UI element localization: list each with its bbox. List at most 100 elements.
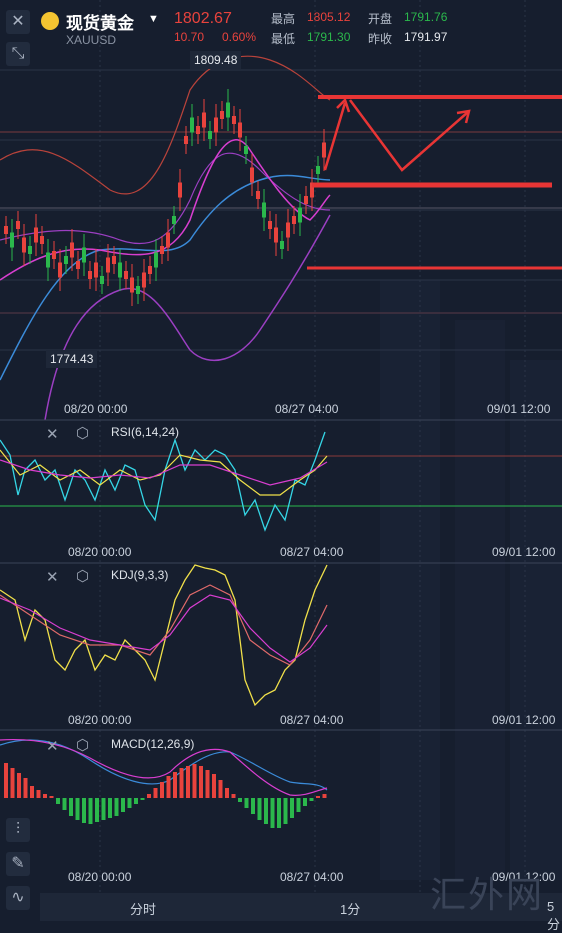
candle-body	[226, 102, 230, 118]
candle-body	[100, 276, 104, 284]
candle-body	[202, 112, 206, 128]
candle-body	[118, 262, 122, 278]
candle-body	[274, 227, 278, 243]
symbol-code: XAUUSD	[66, 33, 117, 47]
close-button[interactable]: ✕	[6, 10, 30, 34]
candle-body	[52, 251, 56, 259]
candle-body	[244, 146, 248, 154]
period-bar	[40, 893, 562, 921]
candle-body	[82, 247, 86, 263]
collapse-icon[interactable]: ⤡	[6, 42, 30, 66]
tab-timeshare[interactable]: 分时	[130, 902, 157, 917]
candle-body	[292, 216, 296, 224]
macd-bar	[296, 798, 301, 812]
chevron-down-icon[interactable]: ▼	[148, 13, 159, 25]
candle-body	[88, 271, 92, 279]
macd-bar	[4, 763, 8, 798]
macd-bar	[17, 773, 21, 798]
macd-bar	[82, 798, 86, 823]
macd-close-icon[interactable]: ✕	[46, 738, 59, 755]
macd-bar	[186, 766, 190, 798]
macd-bar	[75, 798, 80, 820]
open-value: 1791.76	[404, 10, 448, 24]
candle-body	[220, 111, 224, 119]
high-label: 最高	[271, 12, 296, 26]
main-time-label-3: 09/01 12:00	[487, 402, 551, 416]
tab-1min[interactable]: 1分	[340, 902, 361, 917]
candle-body	[16, 221, 20, 229]
candle-body	[136, 286, 140, 294]
macd-bar	[62, 798, 67, 810]
candle-body	[256, 191, 260, 199]
low-label: 最低	[271, 32, 296, 46]
chart-canvas[interactable]	[0, 0, 562, 893]
rsi6-line	[0, 431, 326, 532]
kdj-time-label-2: 08/27 04:00	[280, 713, 344, 727]
kdj-settings-icon[interactable]: ⬡	[76, 568, 90, 585]
rsi-label: RSI(6,14,24)	[111, 425, 180, 439]
candle-body	[208, 131, 212, 139]
chart-type-icon[interactable]: ⫶	[6, 818, 30, 842]
rsi-close-icon[interactable]: ✕	[46, 426, 59, 443]
candle-body	[304, 196, 308, 204]
macd-diff-line	[0, 738, 328, 796]
candle-body	[58, 262, 62, 278]
symbol-name[interactable]: 现货黄金	[66, 14, 134, 33]
watermark: 汇外网	[430, 875, 545, 916]
kdj-time-label-3: 09/01 12:00	[492, 713, 556, 727]
candle-body	[268, 221, 272, 229]
ma-blue	[0, 174, 331, 381]
macd-bar	[49, 796, 54, 798]
panel-separators	[0, 419, 562, 731]
candle-body	[172, 216, 176, 224]
macd-bar	[69, 798, 73, 816]
kdj-label: KDJ(9,3,3)	[111, 568, 169, 582]
macd-bar	[140, 798, 145, 800]
candle-body	[70, 242, 74, 258]
candle-body	[154, 252, 158, 268]
macd-bar	[277, 798, 281, 828]
candle-body	[64, 256, 68, 264]
macd-bar	[257, 798, 262, 820]
macd-bar	[173, 772, 177, 798]
macd-bar	[160, 782, 164, 798]
macd-bar	[244, 798, 249, 808]
macd-bar	[290, 798, 294, 818]
macd-bar	[153, 788, 158, 798]
macd-bar	[225, 788, 229, 798]
draw-pen-icon[interactable]: ✎	[6, 852, 30, 876]
arrow-path	[323, 97, 471, 172]
prev-close-label: 昨收	[368, 32, 393, 46]
candle-body	[310, 182, 314, 198]
candle-body	[142, 272, 146, 288]
high-price-tag: 1809.48	[190, 51, 242, 69]
macd-bar	[147, 794, 151, 798]
candle-body	[130, 277, 134, 293]
main-time-label-2: 08/27 04:00	[275, 402, 339, 416]
macd-time-label-1: 08/20 00:00	[68, 870, 132, 884]
macd-bar	[10, 768, 15, 798]
candle-body	[112, 256, 116, 264]
candle-body	[250, 167, 254, 183]
open-label: 开盘	[368, 12, 393, 26]
tab-5min[interactable]: 5分	[547, 899, 561, 932]
macd-bar	[322, 794, 327, 798]
main-grid	[0, 0, 562, 893]
candle-body	[262, 202, 266, 218]
macd-settings-icon[interactable]: ⬡	[76, 737, 90, 754]
macd-bar	[134, 798, 138, 804]
bollinger-lower	[44, 214, 331, 421]
macd-bar	[95, 798, 99, 822]
macd-bar	[316, 796, 320, 798]
macd-bar	[114, 798, 119, 816]
indicator-icon[interactable]: ∿	[6, 886, 30, 910]
macd-bar	[56, 798, 60, 804]
candle-body	[184, 136, 188, 144]
macd-bar	[23, 778, 28, 798]
macd-bar	[283, 798, 288, 824]
kdj-close-icon[interactable]: ✕	[46, 569, 59, 586]
rsi-settings-icon[interactable]: ⬡	[76, 425, 90, 442]
macd-bar	[101, 798, 106, 820]
price-change-pct: 0.60%	[222, 30, 257, 44]
kdj-k-line	[0, 584, 328, 666]
